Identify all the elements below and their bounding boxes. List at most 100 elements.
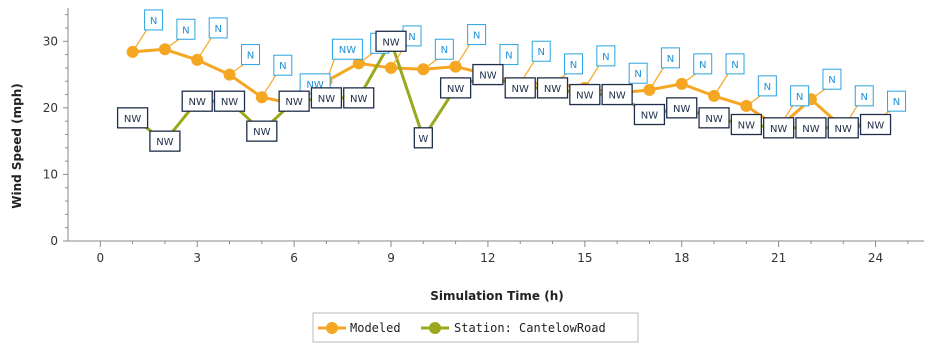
modeled-point — [675, 77, 688, 90]
modeled-direction-box — [564, 53, 584, 75]
station-direction-box — [762, 117, 795, 139]
station-direction-box — [375, 30, 407, 52]
modeled-direction-box — [596, 45, 616, 67]
modeled-point — [740, 99, 753, 112]
station-direction-box — [698, 107, 730, 129]
legend-marker-modeled — [326, 322, 338, 334]
modeled-direction-label: N — [667, 54, 674, 65]
modeled-point — [255, 91, 268, 104]
modeled-direction-label: N — [634, 69, 641, 80]
legend-frame — [312, 312, 639, 343]
station-direction-box — [181, 90, 213, 112]
station-direction-box — [116, 107, 149, 129]
station-direction-box — [246, 120, 278, 142]
y-tick-label: 0 — [50, 234, 58, 248]
modeled-point — [643, 83, 656, 96]
station-direction-box — [310, 87, 343, 109]
station-direction-box — [439, 77, 472, 99]
station-direction-label: NW — [447, 84, 464, 95]
modeled-direction-label: N — [279, 61, 286, 72]
modeled-direction-label: NW — [339, 45, 356, 56]
station-direction-label: NW — [576, 91, 593, 102]
station-direction-label: NW — [253, 127, 270, 138]
station-direction-label: NW — [285, 97, 302, 108]
station-direction-box — [859, 113, 892, 136]
station-direction-label: NW — [544, 84, 561, 95]
modeled-direction-label: N — [861, 92, 868, 103]
modeled-point — [708, 89, 721, 102]
legend-item-station[interactable]: Station: CantelowRoad — [421, 321, 606, 335]
x-tick-label: 12 — [480, 251, 495, 265]
modeled-direction-label: N — [570, 60, 577, 71]
x-tick-label: 24 — [868, 251, 883, 265]
y-tick-label: 10 — [43, 167, 58, 181]
x-axis-title: Simulation Time (h) — [430, 289, 563, 303]
station-direction-label: NW — [608, 91, 625, 102]
modeled-direction-label: N — [505, 51, 512, 62]
modeled-direction-label: N — [828, 75, 835, 86]
y-axis-title: Wind Speed (mph) — [10, 83, 24, 209]
modeled-direction-box — [331, 38, 363, 60]
station-direction-label: NW — [156, 137, 173, 148]
y-tick-label: 30 — [43, 34, 58, 48]
modeled-point — [385, 61, 398, 74]
modeled-direction-label: N — [537, 47, 544, 58]
legend-item-modeled[interactable]: Modeled — [318, 321, 401, 335]
modeled-direction-box — [725, 53, 745, 75]
x-tick-label: 6 — [290, 251, 298, 265]
station-direction-label: NW — [189, 97, 206, 108]
x-tick-label: 18 — [674, 251, 689, 265]
station-direction-box — [730, 113, 762, 136]
station-direction-box — [413, 127, 433, 149]
modeled-direction-label: NW — [306, 80, 323, 91]
x-tick-label: 9 — [387, 251, 395, 265]
modeled-direction-box — [208, 17, 228, 39]
modeled-point — [191, 53, 204, 66]
modeled-direction-label: N — [764, 82, 771, 93]
station-direction-label: NW — [673, 104, 690, 115]
station-direction-box — [827, 117, 859, 139]
modeled-direction-box — [241, 44, 261, 66]
modeled-direction-box — [757, 75, 777, 97]
station-direction-box — [536, 77, 569, 99]
station-direction-box — [569, 83, 601, 106]
station-direction-box — [278, 90, 310, 112]
modeled-direction-box — [531, 40, 551, 62]
modeled-point — [126, 45, 139, 58]
x-tick-label: 0 — [96, 251, 104, 265]
legend-label-station: Station: CantelowRoad — [454, 321, 606, 335]
modeled-direction-box — [434, 38, 454, 60]
modeled-direction-label: N — [182, 25, 189, 36]
modeled-direction-box — [499, 44, 519, 66]
legend-marker-station — [429, 322, 441, 334]
axes-layer: 0 10 20 30 0 3 6 9 12 15 18 21 24 — [43, 8, 924, 265]
modeled-direction-box — [887, 90, 907, 112]
modeled-direction-box — [144, 9, 164, 31]
labels-layer: NNNNNNWNWNNNNNNNNNNNNNNNNNNWNWNWNWNWNWNW… — [116, 9, 907, 152]
station-direction-label: NW — [738, 121, 755, 132]
station-direction-box — [633, 103, 666, 126]
station-direction-box — [504, 77, 536, 99]
station-direction-box — [213, 90, 246, 112]
station-direction-label: NW — [512, 84, 529, 95]
x-tick-label: 21 — [771, 251, 786, 265]
legend: Modeled Station: CantelowRoad — [312, 312, 639, 343]
station-direction-label: NW — [705, 114, 722, 125]
modeled-direction-label: N — [408, 32, 415, 43]
modeled-direction-label: N — [731, 60, 738, 71]
station-direction-label: NW — [835, 124, 852, 135]
modeled-direction-box — [628, 62, 648, 84]
modeled-point — [417, 63, 430, 76]
station-direction-box — [601, 83, 633, 106]
modeled-point — [158, 43, 171, 56]
station-direction-label: NW — [479, 71, 496, 82]
station-direction-label: NW — [770, 124, 787, 135]
x-tick-label: 15 — [577, 251, 592, 265]
modeled-direction-label: N — [893, 97, 900, 108]
x-tick-label: 3 — [193, 251, 201, 265]
station-direction-label: NW — [350, 94, 367, 105]
modeled-direction-label: N — [796, 92, 803, 103]
modeled-direction-label: N — [473, 31, 480, 42]
station-direction-box — [149, 130, 181, 152]
